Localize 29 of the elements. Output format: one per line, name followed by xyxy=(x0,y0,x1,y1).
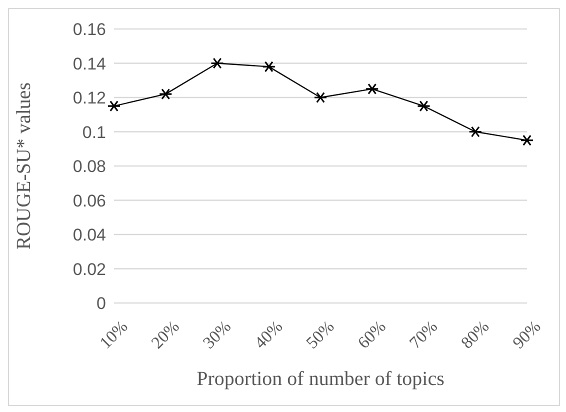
y-tick-label: 0.06 xyxy=(72,191,106,210)
x-tick-label: 70% xyxy=(406,316,442,352)
point xyxy=(416,100,431,112)
x-tick-label: 80% xyxy=(457,316,493,352)
y-tick-label: 0.02 xyxy=(72,260,106,279)
point xyxy=(262,61,276,72)
y-tick-label: 0.12 xyxy=(72,88,106,108)
point xyxy=(365,83,379,95)
y-axis-title: ROUGE-SU* values xyxy=(13,82,36,250)
x-axis-title: Proportion of number of topics xyxy=(196,368,445,390)
x-tick-label: 90% xyxy=(508,316,544,352)
point xyxy=(158,88,172,100)
point xyxy=(107,100,121,112)
point xyxy=(468,126,482,138)
x-tick-label: 20% xyxy=(147,316,183,352)
x-tick-label: 30% xyxy=(199,316,235,352)
y-tick-label: 0.04 xyxy=(72,226,106,245)
point xyxy=(210,58,224,69)
y-tick-label: 0.16 xyxy=(72,20,106,40)
x-tick-label: 10% xyxy=(96,316,132,352)
point xyxy=(314,92,328,104)
y-tick-label: 0.1 xyxy=(82,122,106,142)
x-tick-label: 50% xyxy=(302,316,338,352)
x-tick-label: 40% xyxy=(250,316,286,352)
y-tick-label: 0.14 xyxy=(72,54,106,74)
x-tick-label: 60% xyxy=(354,316,390,352)
y-tick-label: 0 xyxy=(96,294,106,314)
point xyxy=(520,134,534,146)
y-tick-label: 0.08 xyxy=(72,157,106,176)
